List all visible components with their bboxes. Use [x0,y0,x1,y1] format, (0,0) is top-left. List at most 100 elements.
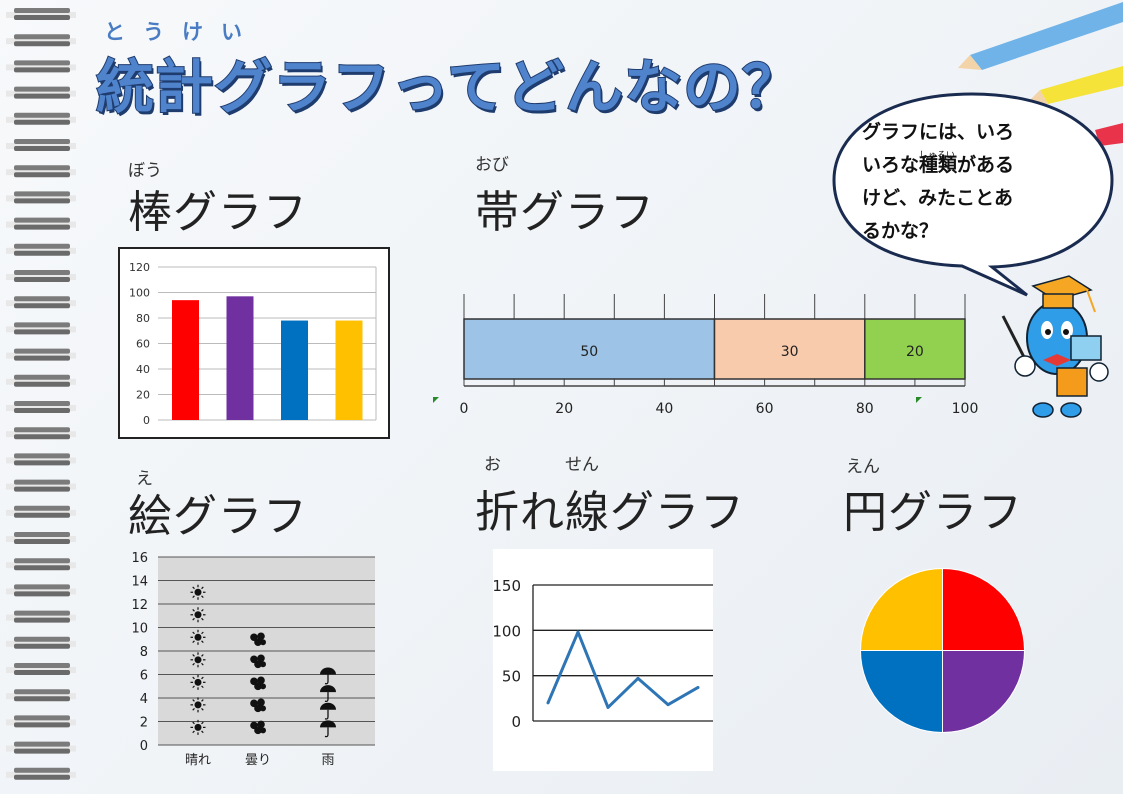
sun-icon [190,584,206,600]
band-chart-heading: 帯グラフ [475,187,655,238]
bar-chart: 0 20 40 60 80 100 120 [118,247,390,439]
spiral-ring [14,558,70,564]
cloud-puff [254,638,262,647]
data-point [606,705,610,709]
spiral-ring [14,270,70,275]
cloud-puff [257,698,265,707]
sun-icon [190,652,206,668]
sun-ray [192,631,195,635]
spiral-ring [14,41,70,47]
spiral-ring [14,243,70,249]
y-tick-label: 2 [140,716,148,731]
spiral-ring [14,512,70,518]
y-tick-label: 80 [136,312,150,325]
spiral-binding-icon [6,8,76,780]
y-tick-label: 14 [131,575,148,590]
umbrella-icon [320,720,336,738]
sun-icon [190,674,206,690]
sun-ray [192,586,195,590]
bar [281,320,308,420]
spiral-ring [14,689,70,695]
spiral-ring [14,8,70,13]
spiral-ring [14,591,70,597]
spiral-ring [14,322,70,328]
x-tick-label: 20 [555,401,573,417]
y-tick-label: 20 [136,389,150,402]
umbrella-handle [324,674,329,685]
y-tick-label: 0 [140,739,148,754]
line-chart: 0 50 100 150 [493,549,713,771]
spiral-ring [14,191,70,197]
umbrella-handle [324,692,329,703]
y-tick-label: 4 [140,692,148,707]
x-tick-label: 0 [460,401,469,417]
pie-slice [859,567,943,651]
x-tick-label: 40 [655,401,673,417]
umbrella-icon [320,702,336,720]
data-point [576,630,580,634]
title-ruby: と う け い [104,16,244,46]
sun-icon [190,719,206,735]
cloud-puff [257,676,265,685]
y-tick-label: 16 [131,551,148,566]
y-tick-label: 12 [131,598,148,613]
spiral-ring [14,60,70,66]
spiral-ring [14,348,70,354]
spiral-ring [14,303,70,309]
cloud-puff [260,727,266,734]
pie-chart-heading: 円グラフ [843,487,1023,538]
sun-ray [201,707,204,711]
sun-ray [192,730,195,734]
sun-core [194,678,202,686]
x-category-label: 雨 [321,753,334,768]
sun-icon [190,607,206,623]
y-tick-label: 100 [129,287,150,300]
sun-ray [192,640,195,644]
sun-ray [192,662,195,666]
x-tick-label: 60 [756,401,774,417]
sun-ray [192,721,195,725]
spiral-ring [14,539,70,544]
spiral-ring [14,217,70,223]
umbrella-canopy [320,720,336,728]
cloud-puff [254,660,262,669]
umbrella-handle [324,727,329,738]
sun-ray [201,685,204,689]
spiral-ring [14,479,70,485]
series-line [546,630,699,709]
spiral-ring [14,112,70,118]
segment-label: 20 [906,344,924,360]
cloud-puff [260,683,266,690]
sun-ray [192,654,195,657]
spiral-ring [14,460,70,466]
sun-icon [190,697,206,713]
sun-ray [201,654,204,657]
spiral-ring [14,146,70,151]
sun-core [194,656,202,664]
sun-ray [192,676,195,680]
corner-mark [916,397,922,403]
spiral-ring [14,165,70,171]
bar [172,300,199,420]
cloud-puff [254,704,262,713]
speech-bubble [832,92,1114,297]
spiral-ring [14,172,70,178]
spiral-ring [14,565,70,571]
spiral-ring [14,453,70,459]
cloud-puff [260,639,266,646]
sun-core [194,723,202,731]
umbrella-icon [320,667,336,685]
sun-ray [192,595,195,598]
y-tick-label: 0 [511,713,521,731]
ruby-word: しゅるい 種類 [919,149,957,182]
bar [226,296,254,420]
spiral-ring [14,741,70,747]
spiral-ring [14,86,70,92]
section-ruby: えん [846,457,880,477]
page-title: 統計グラフってどんなの？ [95,52,802,122]
spiral-ring [14,427,70,433]
band-segment [864,318,966,380]
sun-ray [201,730,204,734]
bubble-line: グラフには、いろ [862,121,1015,143]
sun-core [194,701,202,709]
